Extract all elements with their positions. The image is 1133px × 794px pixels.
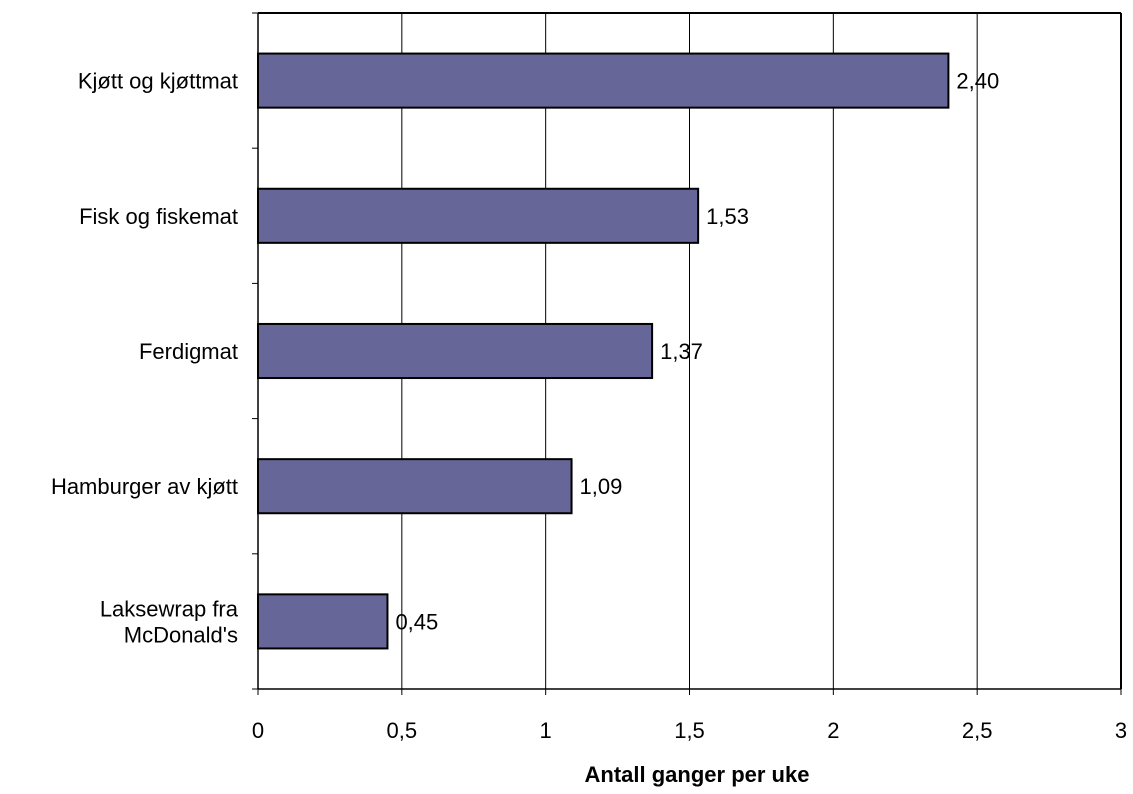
data-label: 0,45 — [395, 609, 438, 634]
category-label-line: Ferdigmat — [139, 339, 238, 364]
x-tick-label: 1 — [540, 718, 552, 743]
data-label: 1,37 — [660, 339, 703, 364]
x-tick-label: 1,5 — [674, 718, 705, 743]
data-label: 1,53 — [706, 204, 749, 229]
bar — [257, 52, 950, 109]
category-label: Fisk og fiskemat — [79, 204, 238, 229]
category-label-line: Laksewrap fra — [100, 596, 239, 621]
category-label-line: Fisk og fiskemat — [79, 204, 238, 229]
x-tick-label: 2,5 — [962, 718, 993, 743]
gridlines — [401, 13, 978, 689]
bar — [257, 322, 654, 380]
bar — [257, 458, 573, 515]
x-tick-label: 0 — [252, 718, 264, 743]
category-label: Laksewrap fra McDonald's — [100, 596, 239, 647]
category-label-line: Kjøtt og kjøttmat — [78, 69, 238, 94]
labels: 0 0,5 1 1,5 2 2,5 3 2,40 Kjøtt og kjøttmat 1,53 Fi… — [51, 69, 1127, 743]
x-tick-label: 0,5 — [387, 718, 418, 743]
data-label: 2,40 — [956, 69, 999, 94]
plot-frame — [252, 12, 1122, 695]
x-axis-title: Antall ganger per uke — [585, 762, 810, 787]
category-label: Hamburger av kjøtt — [51, 474, 238, 499]
category-label-line: McDonald's — [124, 622, 238, 647]
category-label: Kjøtt og kjøttmat — [78, 69, 238, 94]
category-label: Ferdigmat — [139, 339, 238, 364]
bar — [257, 187, 700, 244]
bar — [257, 593, 389, 650]
data-label: 1,09 — [580, 474, 623, 499]
x-tick-label: 3 — [1115, 718, 1127, 743]
x-tick-label: 2 — [827, 718, 839, 743]
category-label-line: Hamburger av kjøtt — [51, 474, 238, 499]
